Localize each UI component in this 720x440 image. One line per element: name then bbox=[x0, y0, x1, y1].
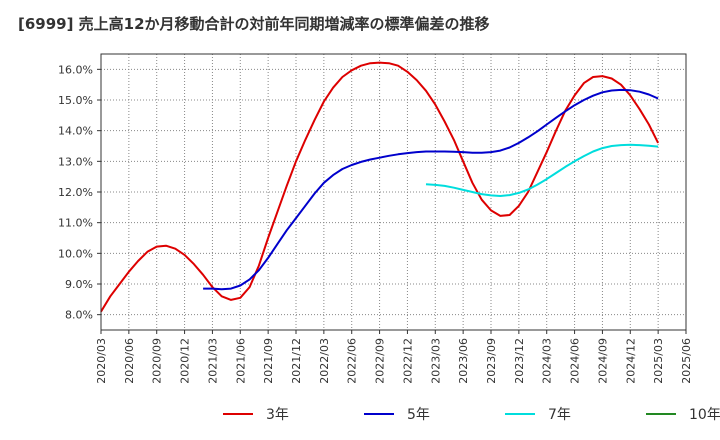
y-tick-label: 8.0% bbox=[65, 309, 93, 322]
plot-background bbox=[101, 54, 686, 330]
x-tick-label: 2024/09 bbox=[596, 338, 609, 384]
y-tick-label: 13.0% bbox=[58, 155, 93, 168]
x-tick-label: 2024/03 bbox=[541, 338, 554, 384]
x-tick-label: 2024/06 bbox=[569, 338, 582, 384]
x-tick-label: 2020/03 bbox=[95, 338, 108, 384]
x-tick-label: 2021/06 bbox=[234, 338, 247, 384]
x-tick-label: 2023/06 bbox=[457, 338, 470, 384]
axes: 8.0% 9.0% 10.0% 11.0% 12.0% 13.0% 14.0% 15.0% 16… bbox=[58, 53, 693, 384]
legend-label-1: 3年 bbox=[266, 407, 289, 423]
y-tick-label: 9.0% bbox=[65, 278, 93, 291]
legend-label-4: 10年 bbox=[689, 407, 720, 423]
x-tick-label: 2021/09 bbox=[262, 338, 275, 384]
plot-area bbox=[101, 54, 686, 330]
y-tick-label: 10.0% bbox=[58, 247, 93, 260]
x-tick-label: 2024/12 bbox=[624, 338, 637, 384]
x-tick-label: 2023/03 bbox=[429, 338, 442, 384]
x-tick-label: 2020/09 bbox=[151, 338, 164, 384]
y-tick-label: 15.0% bbox=[58, 94, 93, 107]
y-tick-label: 16.0% bbox=[58, 63, 93, 76]
x-tick-label: 2022/09 bbox=[374, 338, 387, 384]
y-tick-label: 14.0% bbox=[58, 125, 93, 138]
x-tick-label: 2022/06 bbox=[346, 338, 359, 384]
x-tick-label: 2025/06 bbox=[680, 338, 693, 384]
series-lines bbox=[100, 61, 659, 313]
chart-title: [6999] 売上高12か月移動合計の対前年同期増減率の標準偏差の推移 bbox=[18, 15, 490, 33]
x-tick-label: 2022/03 bbox=[318, 338, 331, 384]
series-line-3 bbox=[425, 143, 659, 197]
x-tick-label: 2020/12 bbox=[179, 338, 192, 384]
x-tick-label: 2021/03 bbox=[206, 338, 219, 384]
x-tick-label: 2020/06 bbox=[123, 338, 136, 384]
x-tick-label: 2023/12 bbox=[513, 338, 526, 384]
x-tick-label: 2022/12 bbox=[401, 338, 414, 384]
y-tick-label: 11.0% bbox=[58, 217, 93, 230]
series-line-2 bbox=[203, 88, 659, 291]
x-tick-label: 2023/09 bbox=[485, 338, 498, 384]
x-tick-label: 2021/12 bbox=[290, 338, 303, 384]
legend: 3年 5年 7年 10年 bbox=[223, 407, 720, 423]
legend-label-3: 7年 bbox=[548, 407, 571, 423]
legend-label-2: 5年 bbox=[407, 407, 430, 423]
y-tick-label: 12.0% bbox=[58, 186, 93, 199]
x-tick-label: 2025/03 bbox=[652, 338, 665, 384]
